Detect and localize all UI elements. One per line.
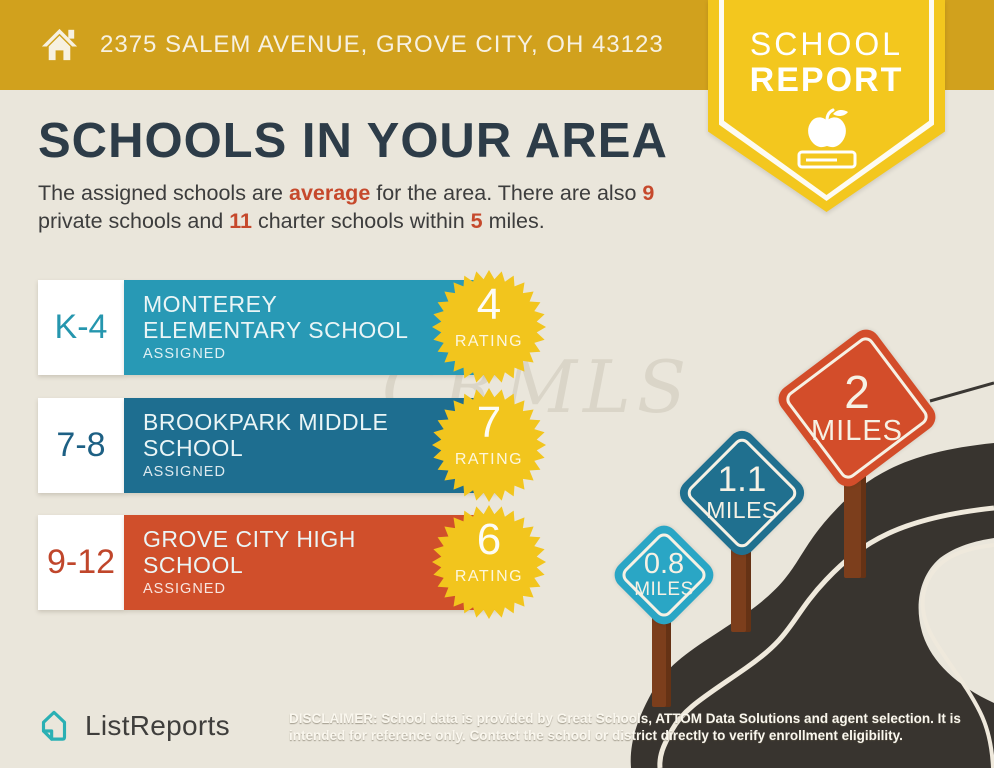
intro-highlight-miles: 5 xyxy=(470,208,483,233)
page-title: SCHOOLS IN YOUR AREA xyxy=(38,114,668,168)
disclaimer-body: School data is provided by Great Schools… xyxy=(289,711,961,743)
school-report-badge: SCHOOL REPORT xyxy=(708,0,945,212)
school-name: MONTEREY ELEMENTARY SCHOOL xyxy=(143,291,409,343)
rating-badge-middle: 7 RATING xyxy=(432,388,546,502)
assigned-label: ASSIGNED xyxy=(143,464,226,480)
starburst-shape xyxy=(432,505,546,619)
intro-t3: private schools and xyxy=(38,208,230,233)
sign-distance-value: 2 xyxy=(844,365,870,418)
school-bar: MONTEREY ELEMENTARY SCHOOL ASSIGNED xyxy=(124,280,498,375)
intro-t5: miles. xyxy=(482,208,545,233)
ribbon-title-report: REPORT xyxy=(749,61,904,99)
rating-value: 6 xyxy=(476,515,502,564)
rating-badge-high: 6 RATING xyxy=(432,505,546,619)
distance-sign-1-1-miles: 1.1 MILES xyxy=(674,425,810,561)
sign-distance-unit: MILES xyxy=(810,414,904,447)
property-address: 2375 SALEM AVENUE, GROVE CITY, OH 43123 xyxy=(100,31,664,58)
disclaimer-text: DISCLAIMER: School data is provided by G… xyxy=(289,711,981,745)
assigned-label: ASSIGNED xyxy=(143,346,226,362)
assigned-label: ASSIGNED xyxy=(143,581,226,597)
intro-t4: charter schools within xyxy=(251,208,471,233)
brand-name: ListReports xyxy=(85,710,230,741)
intro-t2: for the area. There are also xyxy=(370,181,643,205)
grade-range-label: 7-8 xyxy=(56,426,106,464)
home-icon xyxy=(41,28,78,61)
grade-box: K-4 xyxy=(38,280,124,375)
rating-label: RATING xyxy=(454,451,524,468)
rating-value: 4 xyxy=(476,280,502,329)
sign-distance-value: 0.8 xyxy=(643,547,685,580)
school-name: BROOKPARK MIDDLE SCHOOL xyxy=(143,409,389,461)
grade-range-label: K-4 xyxy=(54,308,108,346)
starburst-shape xyxy=(432,388,546,502)
grade-box: 7-8 xyxy=(38,398,124,493)
sign-distance-value: 1.1 xyxy=(717,460,767,499)
intro-text: The assigned schools are average for the… xyxy=(38,180,718,236)
grade-range-label: 9-12 xyxy=(46,543,116,581)
school-row-elementary: K-4 MONTEREY ELEMENTARY SCHOOL ASSIGNED xyxy=(38,280,548,375)
sign-distance-unit: MILES xyxy=(706,497,778,523)
distance-sign-2-miles: 2 MILES xyxy=(772,323,942,493)
ribbon-title-school: SCHOOL xyxy=(749,26,904,62)
listreports-brand: ListReports xyxy=(33,703,230,749)
intro-t1: The assigned schools are xyxy=(38,181,289,205)
intro-highlight-charter-count: 11 xyxy=(229,208,252,233)
rating-label: RATING xyxy=(454,568,524,585)
rating-badge-elementary: 4 RATING xyxy=(432,270,546,384)
rating-label: RATING xyxy=(454,333,524,350)
intro-highlight-average: average xyxy=(288,181,371,205)
grade-box: 9-12 xyxy=(38,515,124,610)
listreports-icon xyxy=(41,710,67,741)
starburst-shape xyxy=(432,270,546,384)
rating-value: 7 xyxy=(476,398,502,447)
disclaimer-label: DISCLAIMER: xyxy=(289,711,378,726)
intro-highlight-private-count: 9 xyxy=(642,181,655,205)
apple-on-book-icon xyxy=(797,108,856,169)
school-name: GROVE CITY HIGH SCHOOL xyxy=(143,526,356,578)
distant-road-line xyxy=(929,381,994,403)
sign-distance-unit: MILES xyxy=(634,578,694,600)
